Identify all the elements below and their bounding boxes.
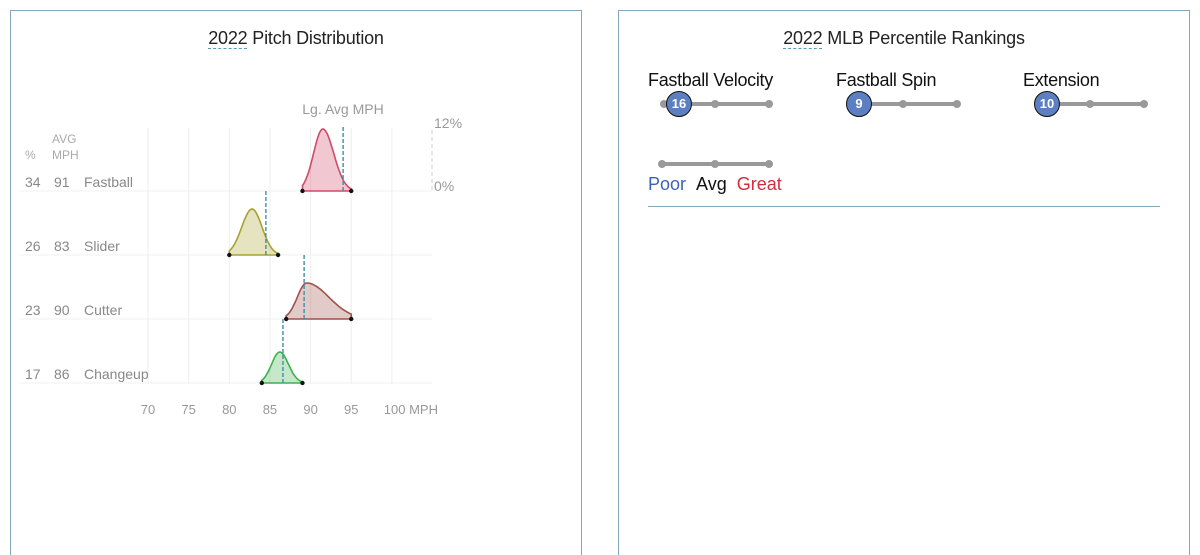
metric-label: Extension	[1023, 70, 1100, 90]
percentile-slider: 9	[836, 91, 961, 119]
header-pct: %	[25, 148, 36, 162]
pitch-distribution-panel: 2022 Pitch Distribution	[10, 10, 582, 555]
title-year-link[interactable]: 2022	[208, 28, 248, 49]
svg-text:17: 17	[25, 366, 41, 382]
x-axis-ticks: 70 75 80 85 90 95 100 MPH	[141, 402, 438, 417]
y-top-label: 12%	[434, 115, 462, 131]
percentile-knob: 9	[846, 91, 872, 117]
metric-label: Fastball Spin	[836, 70, 937, 90]
title-year-link[interactable]: 2022	[783, 28, 823, 49]
svg-text:100 MPH: 100 MPH	[384, 402, 438, 417]
header-mph: MPH	[52, 148, 79, 162]
legend-avg: Avg	[696, 174, 727, 194]
svg-text:70: 70	[141, 402, 155, 417]
svg-text:80: 80	[222, 402, 236, 417]
svg-text:Slider: Slider	[84, 238, 120, 254]
pitch-distribution-chart: 34 91 Fastball 26 83 Slider 23 90 Cutter 17 86 Chan…	[20, 101, 462, 417]
percentile-slider: 10	[1023, 91, 1148, 119]
metric-fastball-spin: Fastball Spin 9	[836, 70, 961, 119]
svg-text:95: 95	[344, 402, 358, 417]
svg-text:Changeup: Changeup	[84, 366, 149, 382]
svg-text:83: 83	[54, 238, 70, 254]
svg-text:85: 85	[263, 402, 277, 417]
legend-dot-avg	[711, 160, 719, 168]
metric-extension: Extension 10	[1023, 70, 1148, 119]
svg-text:26: 26	[25, 238, 41, 254]
metric-label: Fastball Velocity	[648, 70, 773, 90]
svg-text:23: 23	[25, 302, 41, 318]
legend-labels: Poor Avg Great	[648, 174, 792, 195]
y-bottom-label: 0%	[434, 178, 454, 194]
svg-text:90: 90	[303, 402, 317, 417]
lg-avg-label: Lg. Avg MPH	[302, 101, 383, 117]
percentile-knob: 10	[1034, 91, 1060, 117]
legend-dot-poor	[658, 160, 666, 168]
svg-text:Fastball: Fastball	[84, 174, 133, 190]
percentile-rankings-title: 2022 MLB Percentile Rankings	[783, 28, 1025, 49]
svg-text:Cutter: Cutter	[84, 302, 122, 318]
percentile-slider: 16	[648, 91, 773, 119]
legend-dot-great	[765, 160, 773, 168]
svg-text:90: 90	[54, 302, 70, 318]
percentile-knob: 16	[666, 91, 692, 117]
pitch-rows: 34 91 Fastball 26 83 Slider 23 90 Cutter 17 86 Chan…	[20, 127, 432, 386]
metric-fastball-velocity: Fastball Velocity 16	[648, 70, 773, 119]
pitch-row-slider: 26 83 Slider	[20, 191, 432, 258]
section-divider	[648, 206, 1160, 207]
legend-great: Great	[736, 174, 782, 194]
pitch-distribution-title: 2022 Pitch Distribution	[208, 28, 384, 49]
svg-text:75: 75	[181, 402, 195, 417]
svg-text:91: 91	[54, 174, 70, 190]
header-avg: AVG	[52, 132, 76, 146]
svg-text:34: 34	[25, 174, 41, 190]
legend-poor: Poor	[648, 174, 687, 194]
svg-text:86: 86	[54, 366, 70, 382]
pitch-row-fastball: 34 91 Fastball	[20, 127, 432, 194]
pitch-row-cutter: 23 90 Cutter	[20, 255, 432, 322]
chart-grid	[147, 128, 393, 384]
pitch-row-changeup: 17 86 Changeup	[20, 319, 432, 386]
